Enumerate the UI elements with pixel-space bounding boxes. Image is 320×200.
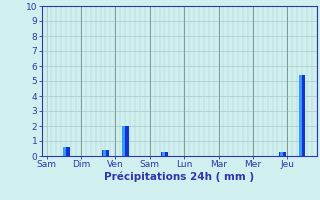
Bar: [161, 152, 168, 156]
Bar: [162, 152, 165, 156]
Bar: [299, 75, 306, 156]
Bar: [122, 126, 129, 156]
Bar: [279, 152, 286, 156]
Bar: [299, 75, 302, 156]
Bar: [102, 150, 109, 156]
Bar: [63, 147, 70, 156]
X-axis label: Précipitations 24h ( mm ): Précipitations 24h ( mm ): [104, 172, 254, 182]
Bar: [280, 152, 283, 156]
Bar: [122, 126, 125, 156]
Bar: [63, 147, 67, 156]
Bar: [103, 150, 106, 156]
